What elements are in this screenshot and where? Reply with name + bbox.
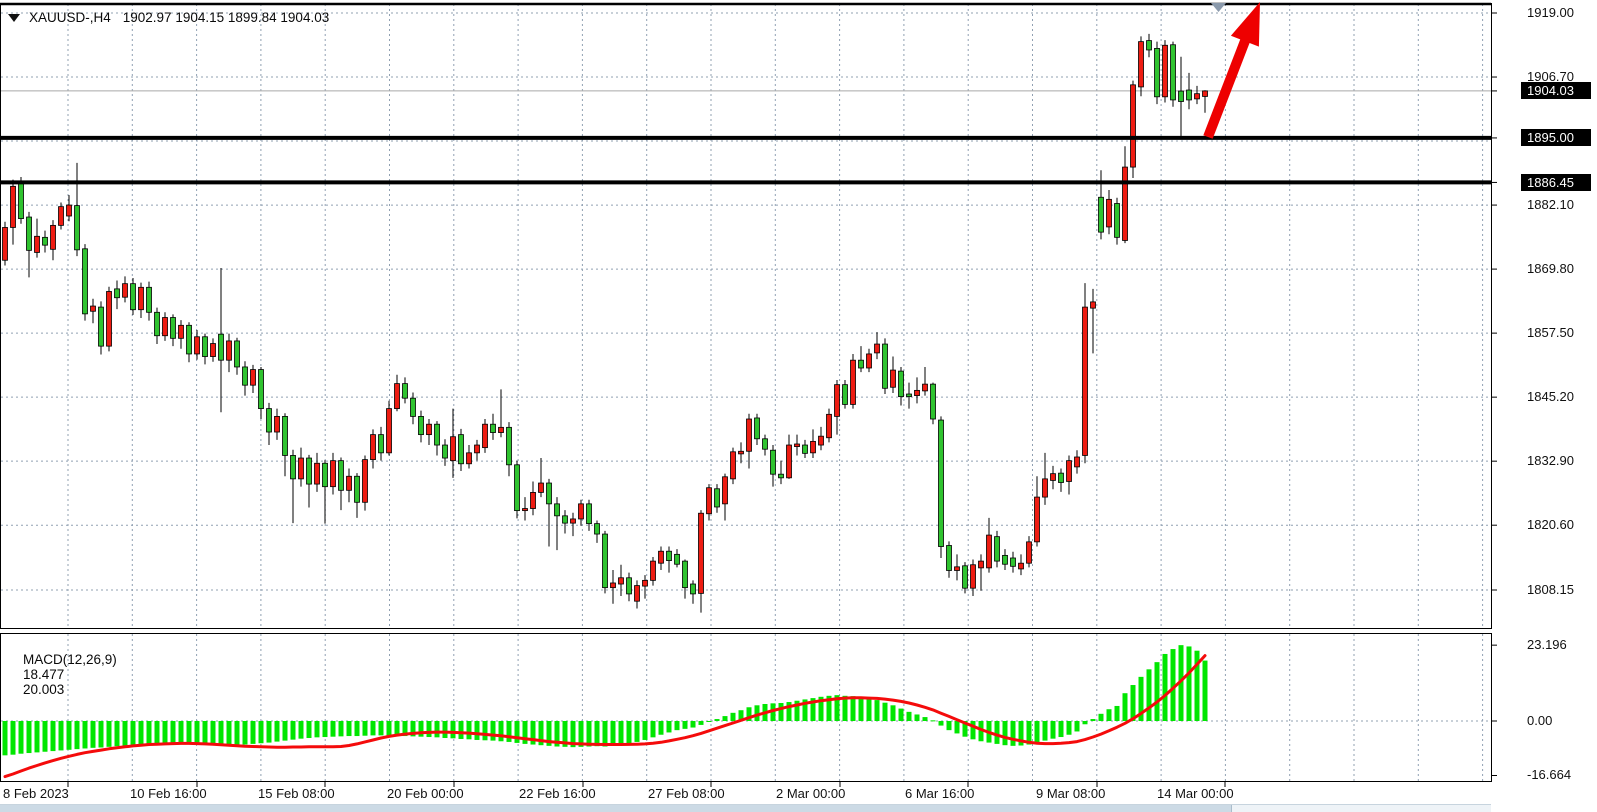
macd-main-value: 18.477 [23,667,65,682]
time-axis-label: 22 Feb 16:00 [519,786,596,801]
price-axis-label: 1869.80 [1527,260,1574,276]
time-axis-label: 27 Feb 08:00 [648,786,725,801]
macd-label: MACD(12,26,9) [23,652,117,667]
time-axis-label: 9 Mar 08:00 [1036,786,1106,801]
macd-axis-label: 0.00 [1527,713,1553,728]
time-axis-label: 20 Feb 00:00 [387,786,464,801]
level-price-label: 1895.00 [1521,129,1591,147]
symbol-dropdown-icon [8,14,20,22]
macd-axis-label: -16.664 [1527,767,1572,783]
price-axis-label: 1919.00 [1527,4,1574,20]
symbol-timeframe-label: XAUUSD-,H4 [29,9,111,25]
macd-indicator-label: MACD(12,26,9) 18.477 20.003 [8,637,121,712]
price-axis-label: 1808.15 [1527,581,1574,597]
macd-signal-value: 20.003 [23,682,65,697]
price-axis-label: 1882.10 [1527,196,1574,212]
object-anchor-marker-icon [1211,3,1226,12]
price-axis-label: 1820.60 [1527,516,1574,532]
time-axis-label: 2 Mar 00:00 [776,786,846,801]
price-axis-label: 1845.20 [1527,388,1574,404]
time-axis-label: 10 Feb 16:00 [130,786,207,801]
time-axis-label: 6 Mar 16:00 [905,786,975,801]
price-axis-label: 1906.70 [1527,68,1574,84]
horizontal-scrollbar[interactable] [0,804,1491,812]
macd-axis-label: 23.196 [1527,637,1567,653]
current-price-label: 1904.03 [1521,82,1591,100]
price-axis-label: 1857.50 [1527,324,1574,340]
time-axis-label: 8 Feb 2023 [3,786,69,801]
trend-arrow-shaft[interactable] [1203,33,1252,139]
ohlc-values: 1902.97 1904.15 1899.84 1904.03 [122,9,330,25]
chart-title: XAUUSD-,H4 1902.97 1904.15 1899.84 1904.… [8,8,329,26]
scrollbar-thumb[interactable] [0,805,1232,812]
time-axis-label: 14 Mar 00:00 [1157,786,1234,801]
time-axis-label: 15 Feb 08:00 [258,786,335,801]
price-axis-label: 1832.90 [1527,452,1574,468]
trend-arrow-head[interactable] [1230,2,1260,47]
level-price-label: 1886.45 [1521,173,1591,191]
